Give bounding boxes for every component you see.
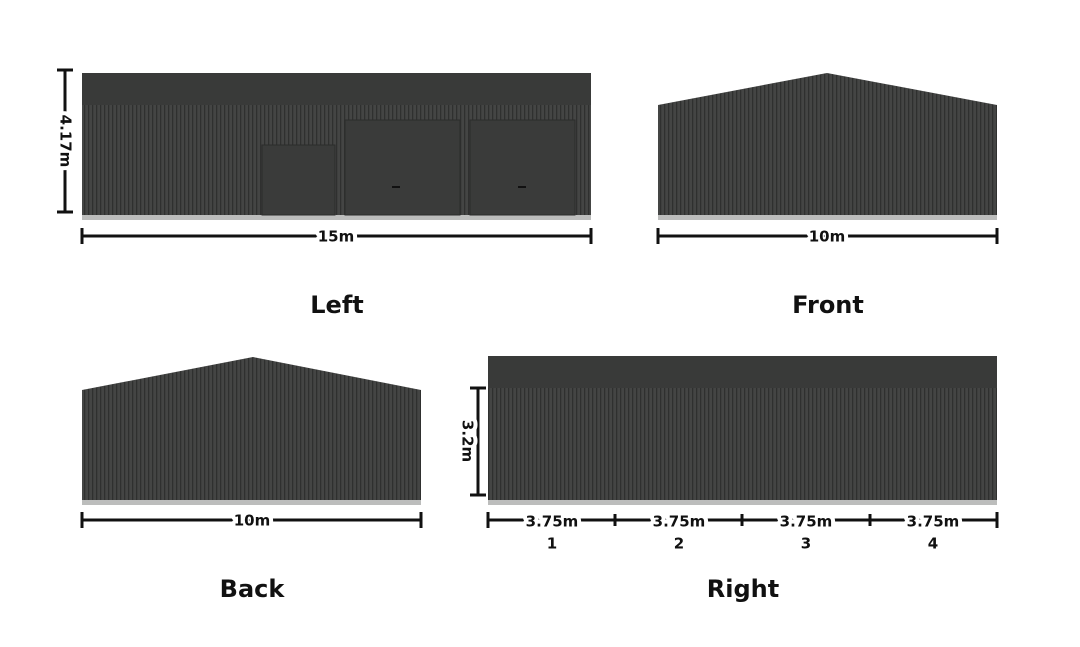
- view-title: Back: [220, 575, 286, 603]
- bay-number: 3: [801, 535, 811, 553]
- roller-door: [344, 119, 461, 216]
- height-label: 3.2m: [459, 420, 477, 462]
- wall: [488, 388, 997, 501]
- wall: [82, 357, 421, 501]
- width-label: 10m: [809, 228, 846, 246]
- door: [261, 144, 336, 216]
- bay-number: 4: [928, 535, 938, 553]
- ground: [658, 215, 997, 220]
- bay-width: 3.75m: [526, 513, 579, 531]
- left-view: 4.17m 15m Left: [53, 68, 593, 319]
- ground: [82, 500, 421, 505]
- wall: [658, 73, 997, 216]
- front-view: 10m Front: [656, 73, 999, 319]
- view-title: Right: [707, 575, 779, 603]
- bay-width: 3.75m: [907, 513, 960, 531]
- ground: [82, 215, 591, 220]
- roof: [82, 73, 591, 105]
- bay-number: 2: [674, 535, 684, 553]
- roller-door: [469, 119, 576, 216]
- right-view: 3.2m 3.75m 1 3.75m 2 3.75m 3 3.75m 4 Rig…: [455, 356, 999, 603]
- view-title: Left: [310, 291, 363, 319]
- height-dimension: [470, 386, 486, 497]
- width-label: 10m: [234, 512, 271, 530]
- bay-width: 3.75m: [780, 513, 833, 531]
- height-dimension: [57, 68, 73, 214]
- height-label: 4.17m: [57, 115, 75, 168]
- back-view: 10m Back: [80, 357, 423, 603]
- view-title: Front: [792, 291, 864, 319]
- bay-dimension: [486, 512, 999, 528]
- width-dimension: [656, 228, 999, 244]
- ground: [488, 500, 997, 505]
- width-dimension: [80, 512, 423, 528]
- width-label: 15m: [318, 228, 355, 246]
- bay-width: 3.75m: [653, 513, 706, 531]
- roof: [488, 356, 997, 388]
- bay-number: 1: [547, 535, 557, 553]
- width-dimension: [80, 228, 593, 244]
